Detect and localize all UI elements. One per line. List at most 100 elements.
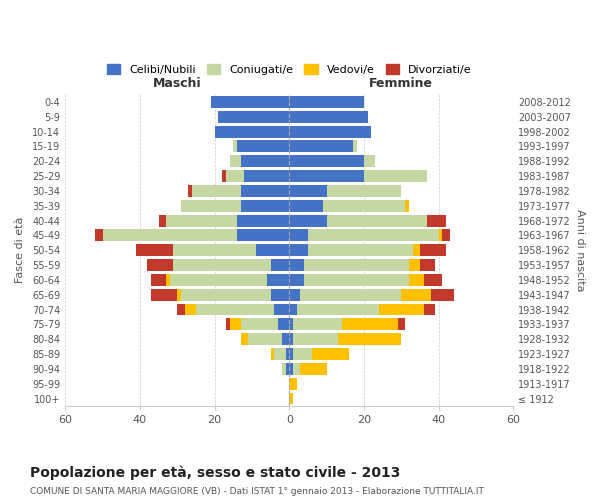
- Bar: [177, 304, 185, 316]
- Bar: [289, 392, 293, 404]
- Bar: [289, 289, 301, 300]
- Bar: [341, 318, 398, 330]
- Bar: [289, 259, 304, 271]
- Bar: [151, 274, 166, 286]
- Bar: [289, 111, 368, 122]
- Bar: [353, 140, 356, 152]
- Bar: [289, 230, 308, 241]
- Bar: [364, 170, 427, 182]
- Bar: [148, 259, 173, 271]
- Bar: [439, 230, 442, 241]
- Bar: [177, 289, 181, 300]
- Bar: [289, 140, 353, 152]
- Bar: [230, 318, 241, 330]
- Bar: [241, 200, 289, 211]
- Bar: [326, 214, 427, 226]
- Bar: [237, 214, 289, 226]
- Bar: [286, 348, 289, 360]
- Bar: [166, 274, 170, 286]
- Bar: [282, 363, 286, 375]
- Bar: [427, 214, 446, 226]
- Bar: [181, 289, 271, 300]
- Bar: [304, 274, 409, 286]
- Bar: [289, 363, 293, 375]
- Bar: [289, 156, 364, 167]
- Bar: [230, 156, 241, 167]
- Bar: [289, 274, 304, 286]
- Bar: [289, 200, 323, 211]
- Bar: [289, 185, 326, 197]
- Bar: [282, 334, 289, 345]
- Bar: [424, 304, 435, 316]
- Bar: [241, 156, 289, 167]
- Bar: [241, 185, 289, 197]
- Bar: [289, 96, 364, 108]
- Bar: [241, 334, 248, 345]
- Bar: [364, 156, 375, 167]
- Bar: [151, 289, 177, 300]
- Bar: [297, 304, 379, 316]
- Bar: [338, 334, 401, 345]
- Bar: [185, 304, 196, 316]
- Bar: [293, 318, 341, 330]
- Bar: [286, 363, 289, 375]
- Bar: [95, 230, 103, 241]
- Y-axis label: Anni di nascita: Anni di nascita: [575, 209, 585, 292]
- Bar: [409, 259, 420, 271]
- Bar: [289, 304, 297, 316]
- Text: COMUNE DI SANTA MARIA MAGGIORE (VB) - Dati ISTAT 1° gennaio 2013 - Elaborazione : COMUNE DI SANTA MARIA MAGGIORE (VB) - Da…: [30, 488, 484, 496]
- Bar: [413, 244, 420, 256]
- Bar: [226, 318, 230, 330]
- Bar: [289, 348, 293, 360]
- Bar: [222, 170, 226, 182]
- Bar: [301, 289, 401, 300]
- Bar: [271, 289, 289, 300]
- Bar: [218, 111, 289, 122]
- Text: Popolazione per età, sesso e stato civile - 2013: Popolazione per età, sesso e stato civil…: [30, 465, 400, 479]
- Bar: [256, 244, 289, 256]
- Bar: [293, 363, 301, 375]
- Bar: [196, 304, 274, 316]
- Bar: [405, 200, 409, 211]
- Bar: [424, 274, 442, 286]
- Bar: [420, 244, 446, 256]
- Text: Femmine: Femmine: [370, 77, 433, 90]
- Bar: [420, 259, 435, 271]
- Bar: [278, 318, 289, 330]
- Bar: [237, 140, 289, 152]
- Bar: [308, 244, 413, 256]
- Bar: [158, 214, 166, 226]
- Bar: [431, 289, 454, 300]
- Bar: [233, 140, 237, 152]
- Bar: [211, 96, 289, 108]
- Bar: [244, 170, 289, 182]
- Bar: [289, 318, 293, 330]
- Bar: [304, 259, 409, 271]
- Bar: [192, 185, 241, 197]
- Bar: [237, 230, 289, 241]
- Bar: [188, 185, 192, 197]
- Bar: [215, 126, 289, 138]
- Bar: [308, 230, 439, 241]
- Bar: [173, 244, 256, 256]
- Bar: [293, 334, 338, 345]
- Bar: [136, 244, 173, 256]
- Bar: [226, 170, 244, 182]
- Text: Maschi: Maschi: [153, 77, 202, 90]
- Bar: [274, 304, 289, 316]
- Bar: [248, 334, 282, 345]
- Bar: [271, 348, 274, 360]
- Bar: [379, 304, 424, 316]
- Bar: [173, 259, 271, 271]
- Bar: [323, 200, 405, 211]
- Bar: [241, 318, 278, 330]
- Bar: [103, 230, 237, 241]
- Bar: [289, 334, 293, 345]
- Bar: [267, 274, 289, 286]
- Bar: [301, 363, 326, 375]
- Bar: [271, 259, 289, 271]
- Bar: [326, 185, 401, 197]
- Bar: [181, 200, 241, 211]
- Bar: [442, 230, 450, 241]
- Bar: [289, 170, 364, 182]
